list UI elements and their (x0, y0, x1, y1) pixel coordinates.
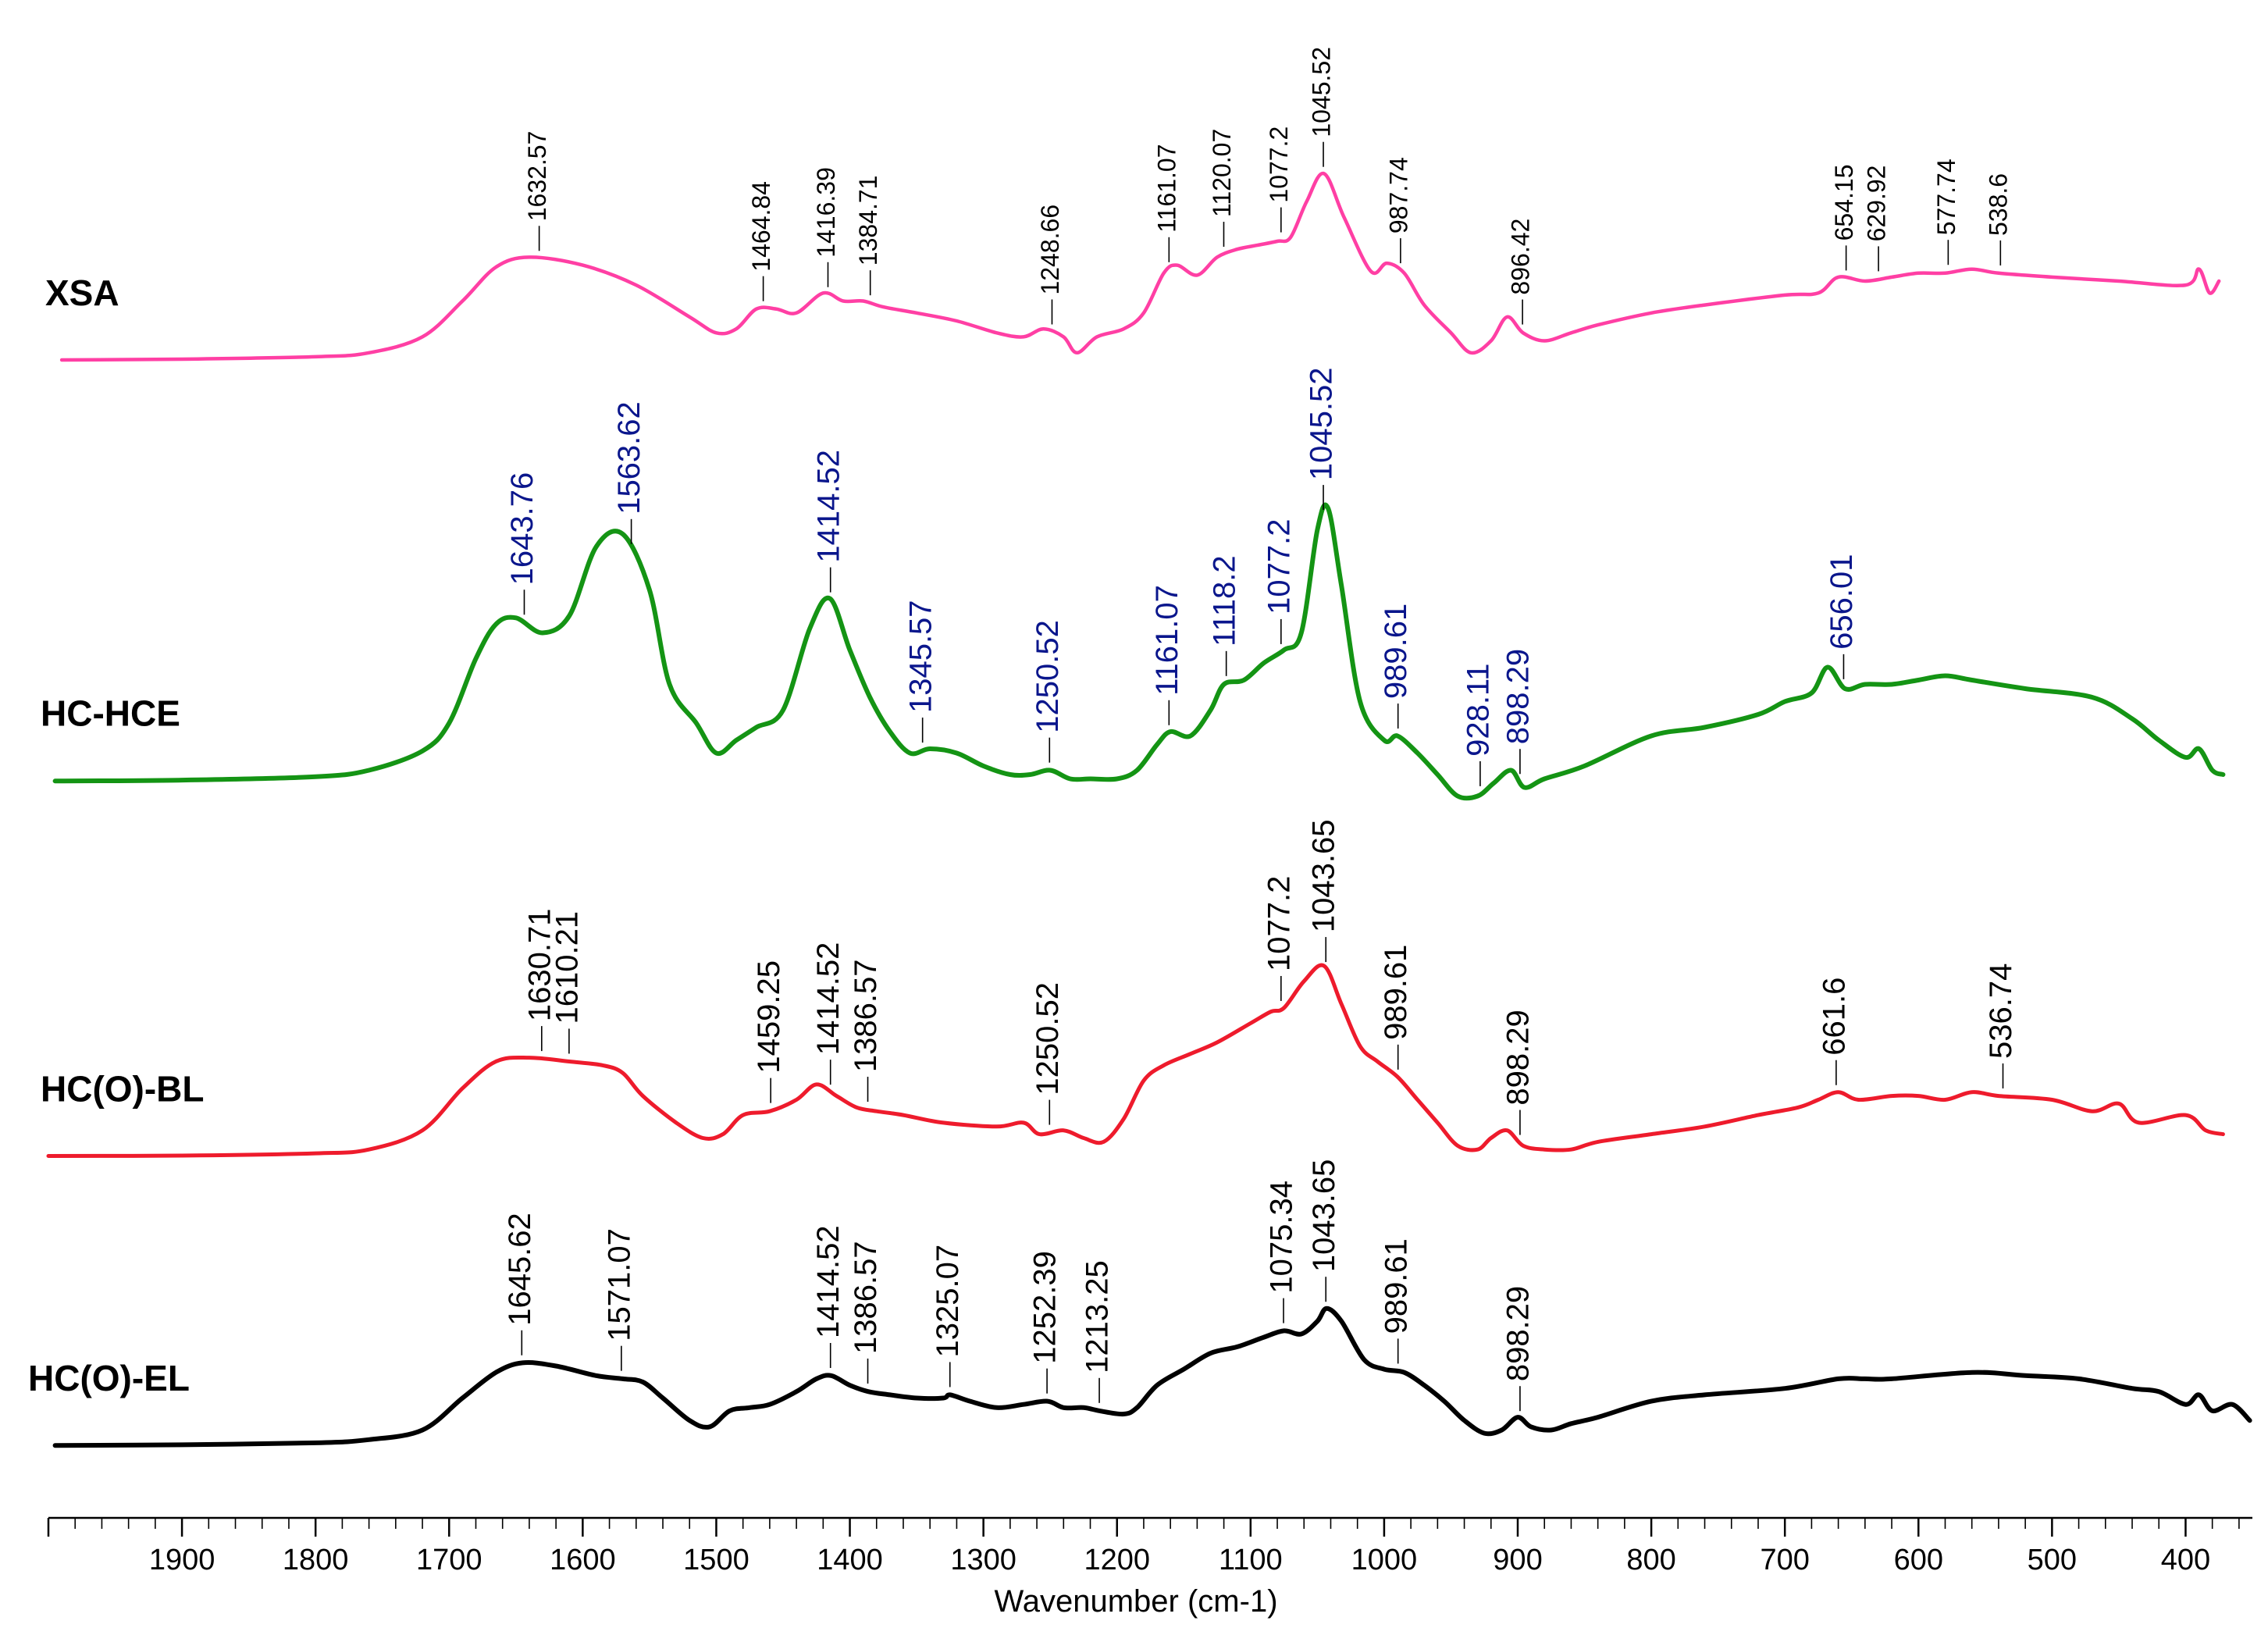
spectrum-line-hc-hce (52, 502, 2226, 801)
peak-label: 1459.25 (752, 960, 786, 1074)
x-tick-label: 700 (1760, 1544, 1809, 1576)
peak-label: 577.74 (1932, 159, 1960, 235)
peak-label: 989.61 (1379, 604, 1413, 699)
peak-label: 1043.65 (1307, 1159, 1341, 1273)
spectrum-line-hc-o-bl (46, 963, 2225, 1158)
peak-label: 1610.21 (550, 911, 584, 1024)
peak-label: 1414.52 (811, 450, 846, 563)
x-tick-label: 1300 (950, 1544, 1017, 1576)
peak-label: 898.29 (1501, 1010, 1535, 1105)
x-tick-label: 1900 (149, 1544, 215, 1576)
peak-label: 989.61 (1379, 1238, 1413, 1334)
peak-label: 1077.2 (1265, 126, 1293, 203)
peak-label: 1161.07 (1153, 144, 1181, 232)
peak-label: 1075.34 (1265, 1181, 1299, 1294)
peak-label: 538.6 (1985, 173, 2013, 236)
peak-label: 1118.2 (1207, 555, 1241, 646)
peak-label: 629.92 (1863, 166, 1891, 242)
peak-label: 1120.07 (1208, 129, 1236, 217)
peak-label: 1250.52 (1031, 982, 1065, 1095)
x-tick-label: 800 (1626, 1544, 1675, 1576)
x-tick-label: 500 (2028, 1544, 2077, 1576)
peak-label: 1045.52 (1305, 367, 1339, 480)
peak-label: 654.15 (1830, 164, 1858, 240)
peak-label: 1213.25 (1081, 1260, 1115, 1373)
x-tick-label: 1400 (817, 1544, 883, 1576)
peak-label: 1571.07 (602, 1228, 636, 1341)
peak-label: 1645.62 (503, 1213, 537, 1326)
x-axis-minor-ticks (47, 1518, 2240, 1537)
peak-label: 928.11 (1461, 664, 1495, 757)
peak-label: 536.74 (1984, 964, 2018, 1059)
peak-label: 1630.71 (522, 908, 557, 1021)
x-tick-label: 900 (1493, 1544, 1542, 1576)
series-label: HC-HCE (41, 693, 180, 734)
peak-label: 1632.57 (523, 131, 551, 222)
peak-label: 1414.52 (811, 942, 846, 1056)
x-tick-label: 1700 (416, 1544, 482, 1576)
x-axis: 1900 1800 1700 1600 1500 1400 1300 1200 1100 1000… (47, 1516, 2252, 1619)
series-layer: XSA 1632.57 1464.84 1416.39 1384.71 1248.66 11… (28, 47, 2252, 1448)
peak-label: 1416.39 (812, 167, 840, 258)
x-tick-label: 1000 (1351, 1544, 1418, 1576)
series-label: HC(O)-BL (41, 1069, 205, 1110)
peak-label: 1386.57 (849, 959, 883, 1072)
peak-label: 1043.65 (1307, 819, 1341, 932)
peak-label: 661.6 (1818, 978, 1852, 1056)
peak-label: 898.29 (1501, 649, 1535, 744)
spectrum-line-xsa (59, 172, 2221, 362)
x-tick-label: 400 (2161, 1544, 2210, 1576)
x-axis-major-ticks: 1900 1800 1700 1600 1500 1400 1300 1200 1100 1000… (149, 1544, 2210, 1576)
x-tick-label: 1500 (683, 1544, 749, 1576)
peak-label: 1248.66 (1036, 205, 1064, 295)
peak-label: 989.61 (1379, 945, 1413, 1040)
peak-label: 1563.62 (612, 401, 646, 515)
series-label: XSA (45, 272, 119, 313)
peak-label: 1386.57 (849, 1241, 883, 1354)
peak-label: 898.29 (1501, 1286, 1535, 1381)
spectrum-line-hc-o-el (52, 1306, 2252, 1448)
peak-label: 1643.76 (505, 472, 539, 586)
series-hc-o-el: HC(O)-EL 1645.62 1571.07 1414.52 1386.57 1325… (28, 1159, 2252, 1448)
peak-label: 1414.52 (811, 1225, 846, 1338)
peak-label: 987.74 (1384, 157, 1412, 233)
peak-label: 1045.52 (1307, 47, 1335, 137)
series-hc-hce: HC-HCE 1643.76 1563.62 1414.52 1345.57 1250.5… (41, 367, 2226, 801)
series-xsa: XSA 1632.57 1464.84 1416.39 1384.71 1248.66 11… (45, 47, 2221, 362)
peak-label: 1345.57 (903, 600, 938, 713)
x-axis-title: Wavenumber (cm-1) (994, 1584, 1277, 1619)
peak-label: 1161.07 (1150, 585, 1184, 696)
peak-label: 1252.39 (1028, 1251, 1063, 1364)
peak-label: 896.42 (1507, 219, 1535, 295)
peak-label: 1250.52 (1031, 620, 1065, 733)
x-tick-label: 1200 (1084, 1544, 1150, 1576)
x-tick-label: 1600 (550, 1544, 616, 1576)
x-tick-label: 1800 (283, 1544, 349, 1576)
x-tick-label: 1100 (1219, 1544, 1283, 1576)
peak-label: 1077.2 (1262, 519, 1296, 614)
peak-label: 1325.07 (931, 1245, 965, 1358)
peak-label: 1384.71 (854, 176, 882, 266)
x-tick-label: 600 (1894, 1544, 1943, 1576)
peak-label: 656.01 (1825, 554, 1859, 650)
peak-label: 1464.84 (747, 181, 775, 272)
peak-label: 1077.2 (1262, 876, 1296, 971)
series-label: HC(O)-EL (28, 1358, 190, 1398)
